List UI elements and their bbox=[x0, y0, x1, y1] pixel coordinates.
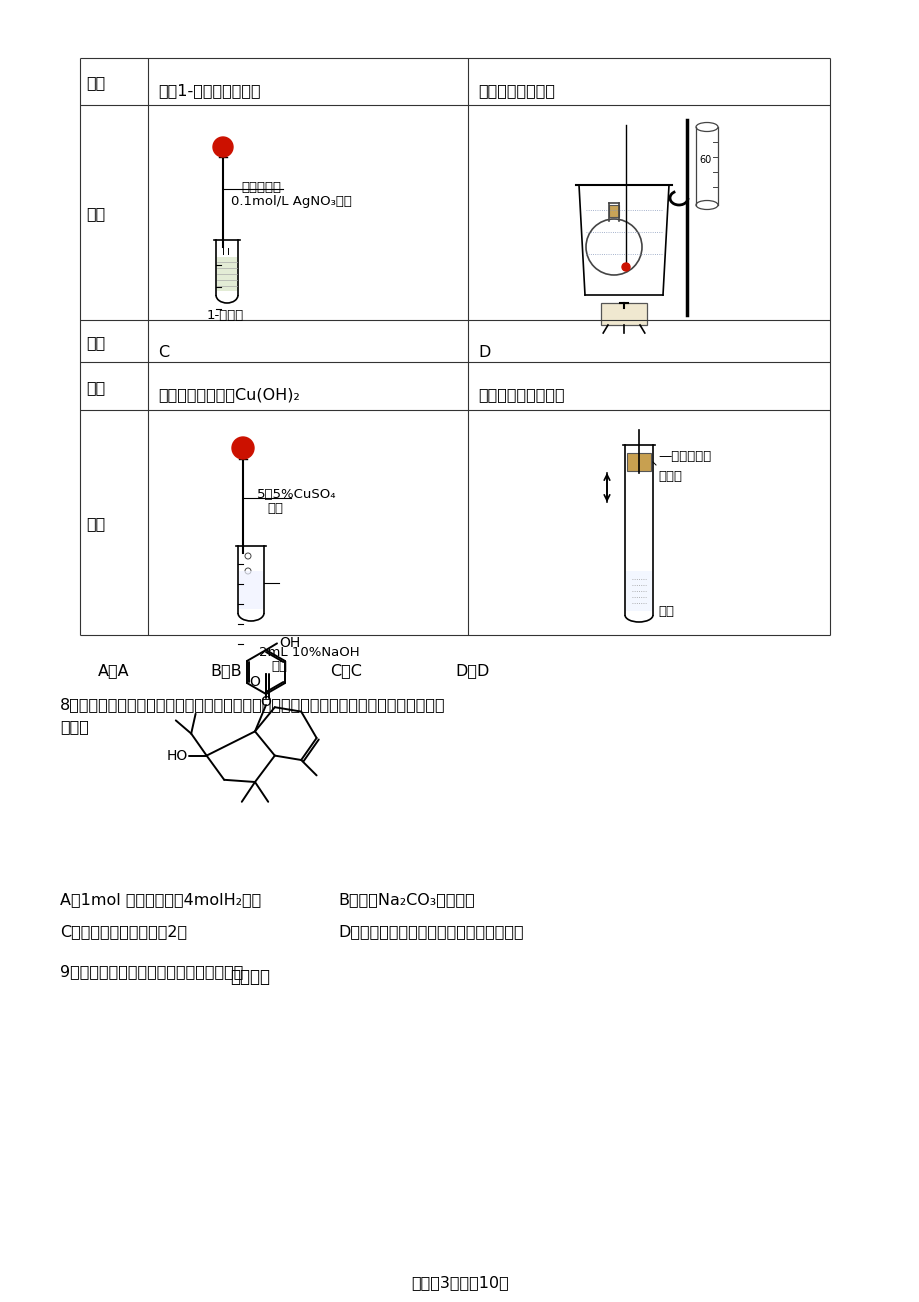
Text: A．1mol 该物质最多与4molH₂加成: A．1mol 该物质最多与4molH₂加成 bbox=[60, 892, 261, 907]
Text: C: C bbox=[158, 345, 169, 359]
Bar bbox=[217, 256, 237, 292]
Text: 9．下列实验操作、现象和结论相对应的是: 9．下列实验操作、现象和结论相对应的是 bbox=[60, 963, 244, 979]
Text: 2mL 10%NaOH: 2mL 10%NaOH bbox=[259, 646, 359, 659]
Text: 玻璃管: 玻璃管 bbox=[657, 470, 681, 483]
Text: 制备检验醛基用的Cu(OH)₂: 制备检验醛基用的Cu(OH)₂ bbox=[158, 387, 300, 402]
Text: 阿魏菇宁: 阿魏菇宁 bbox=[230, 967, 269, 986]
Bar bbox=[239, 572, 263, 609]
Text: O: O bbox=[260, 695, 271, 708]
Text: D．D: D．D bbox=[455, 663, 489, 678]
Bar bbox=[608, 204, 618, 217]
Text: 乙醇: 乙醇 bbox=[657, 605, 674, 618]
Text: D: D bbox=[478, 345, 490, 359]
Text: 1-氯丁烷: 1-氯丁烷 bbox=[207, 309, 244, 322]
Circle shape bbox=[232, 437, 254, 460]
Text: —灼热的铜丝: —灼热的铜丝 bbox=[657, 450, 710, 464]
Bar bbox=[627, 453, 651, 471]
Text: 5滴5%CuSO₄: 5滴5%CuSO₄ bbox=[256, 488, 336, 501]
Text: 60: 60 bbox=[698, 155, 710, 165]
Text: 目的: 目的 bbox=[85, 76, 105, 91]
Text: 目的: 目的 bbox=[85, 380, 105, 395]
Text: 选项: 选项 bbox=[85, 335, 105, 350]
Bar bbox=[600, 303, 646, 326]
Text: O: O bbox=[249, 674, 260, 689]
Text: 0.1mol/L AgNO₃溶液: 0.1mol/L AgNO₃溶液 bbox=[231, 195, 351, 208]
Text: 试卷第3页，共10页: 试卷第3页，共10页 bbox=[411, 1275, 508, 1290]
Text: 操作: 操作 bbox=[85, 207, 105, 221]
Circle shape bbox=[621, 263, 630, 271]
Text: B．可与Na₂CO₃溶液反应: B．可与Na₂CO₃溶液反应 bbox=[337, 892, 474, 907]
Text: C．消去反应产物最多有2种: C．消去反应产物最多有2种 bbox=[60, 924, 187, 939]
Text: 操作: 操作 bbox=[85, 517, 105, 531]
Text: C．C: C．C bbox=[330, 663, 361, 678]
Text: 检验1-氯丁烷中氯元素: 检验1-氯丁烷中氯元素 bbox=[158, 83, 260, 98]
Text: 溶液: 溶液 bbox=[271, 660, 287, 673]
Bar bbox=[625, 572, 652, 611]
Circle shape bbox=[213, 137, 233, 158]
Text: HO: HO bbox=[166, 749, 187, 763]
Text: OH: OH bbox=[279, 637, 301, 651]
Text: D．酸性条件下的水解产物均可生成高聚物: D．酸性条件下的水解产物均可生成高聚物 bbox=[337, 924, 523, 939]
Text: 溶液: 溶液 bbox=[267, 503, 283, 516]
Text: 8．植物提取物阿魏菇宁具有抗菌活性，其结构简式如图所示。下列关于阿魏菇宁的说法错: 8．植物提取物阿魏菇宁具有抗菌活性，其结构简式如图所示。下列关于阿魏菇宁的说法错 bbox=[60, 697, 445, 712]
Text: 实验室制备硝基苯: 实验室制备硝基苯 bbox=[478, 83, 554, 98]
Text: A．A: A．A bbox=[98, 663, 130, 678]
Text: 误的是: 误的是 bbox=[60, 719, 89, 734]
Text: 乙醇催化氧化制乙醛: 乙醇催化氧化制乙醛 bbox=[478, 387, 564, 402]
Text: B．B: B．B bbox=[210, 663, 242, 678]
Text: 硝酸酸化的: 硝酸酸化的 bbox=[241, 181, 280, 194]
